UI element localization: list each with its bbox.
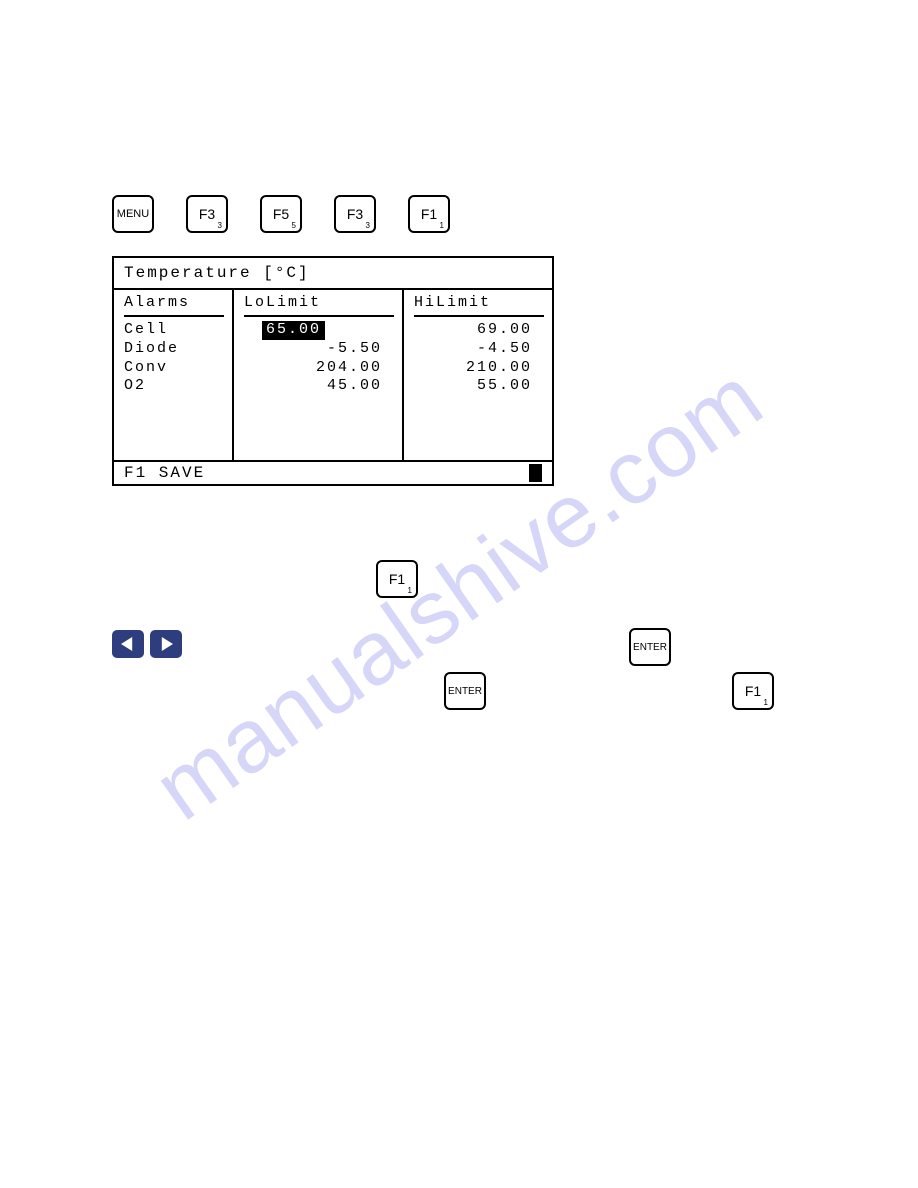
enter-key-2[interactable]: ENTER xyxy=(444,672,486,710)
lolimit-conv[interactable]: 204.00 xyxy=(244,359,394,378)
lolimit-header: LoLimit xyxy=(244,294,394,313)
hilimit-cell[interactable]: 69.00 xyxy=(414,321,544,340)
f1-key-1-label: F1 xyxy=(421,206,437,222)
f1-key-3-sub: 1 xyxy=(764,698,768,707)
lolimit-diode[interactable]: -5.50 xyxy=(244,340,394,359)
left-arrow-icon xyxy=(121,637,135,651)
menu-key-label: MENU xyxy=(117,208,149,220)
f1-key-1[interactable]: F11 xyxy=(408,195,450,233)
right-arrow-button[interactable] xyxy=(150,630,182,658)
hilimit-header: HiLimit xyxy=(414,294,544,313)
f1-key-2[interactable]: F11 xyxy=(376,560,418,598)
cursor-icon xyxy=(529,464,542,482)
hilimit-cell-value: 69.00 xyxy=(414,321,544,340)
lolimit-cell-value: 65.00 xyxy=(262,321,325,340)
lcd-footer: F1 SAVE xyxy=(114,460,552,484)
alarms-header: Alarms xyxy=(124,294,224,313)
f3-key-1-label: F3 xyxy=(199,206,215,222)
lolimit-column: LoLimit 65.00 -5.50 204.00 45.00 xyxy=(234,290,404,460)
f3-key-1[interactable]: F33 xyxy=(186,195,228,233)
f1-key-3-label: F1 xyxy=(745,683,761,699)
enter-key-1-label: ENTER xyxy=(633,642,667,653)
lolimit-diode-value: -5.50 xyxy=(244,340,394,359)
f3-key-2-sub: 3 xyxy=(366,221,370,230)
hilimit-column: HiLimit 69.00 -4.50 210.00 55.00 xyxy=(404,290,552,460)
right-arrow-icon xyxy=(159,637,173,651)
f5-key[interactable]: F55 xyxy=(260,195,302,233)
alarm-row-diode: Diode xyxy=(124,340,224,359)
f3-key-2[interactable]: F33 xyxy=(334,195,376,233)
lolimit-conv-value: 204.00 xyxy=(244,359,394,378)
alarm-row-conv: Conv xyxy=(124,359,224,378)
hilimit-o2-value: 55.00 xyxy=(414,377,544,396)
lcd-body: Alarms Cell Diode Conv O2 LoLimit 65.00 … xyxy=(114,290,552,460)
alarm-row-cell: Cell xyxy=(124,321,224,340)
hilimit-conv[interactable]: 210.00 xyxy=(414,359,544,378)
lolimit-o2-value: 45.00 xyxy=(244,377,394,396)
f1-key-1-sub: 1 xyxy=(440,221,444,230)
hilimit-conv-value: 210.00 xyxy=(414,359,544,378)
lcd-footer-text: F1 SAVE xyxy=(124,464,205,482)
key-row: MENU F33 F55 F33 F11 xyxy=(112,195,450,233)
hilimit-o2[interactable]: 55.00 xyxy=(414,377,544,396)
enter-key-2-label: ENTER xyxy=(448,686,482,697)
enter-key-1[interactable]: ENTER xyxy=(629,628,671,666)
left-arrow-button[interactable] xyxy=(112,630,144,658)
hilimit-diode[interactable]: -4.50 xyxy=(414,340,544,359)
f3-key-2-label: F3 xyxy=(347,206,363,222)
lcd-title: Temperature [°C] xyxy=(114,258,552,290)
menu-key[interactable]: MENU xyxy=(112,195,154,233)
alarms-column: Alarms Cell Diode Conv O2 xyxy=(114,290,234,460)
lcd-screen: Temperature [°C] Alarms Cell Diode Conv … xyxy=(112,256,554,486)
arrow-keys xyxy=(112,630,182,658)
hilimit-diode-value: -4.50 xyxy=(414,340,544,359)
f1-key-3[interactable]: F11 xyxy=(732,672,774,710)
lolimit-cell[interactable]: 65.00 xyxy=(244,321,394,340)
alarm-row-o2: O2 xyxy=(124,377,224,396)
f1-key-2-sub: 1 xyxy=(408,586,412,595)
lolimit-o2[interactable]: 45.00 xyxy=(244,377,394,396)
f3-key-1-sub: 3 xyxy=(218,221,222,230)
f5-key-sub: 5 xyxy=(292,221,296,230)
f1-key-2-label: F1 xyxy=(389,571,405,587)
f5-key-label: F5 xyxy=(273,206,289,222)
